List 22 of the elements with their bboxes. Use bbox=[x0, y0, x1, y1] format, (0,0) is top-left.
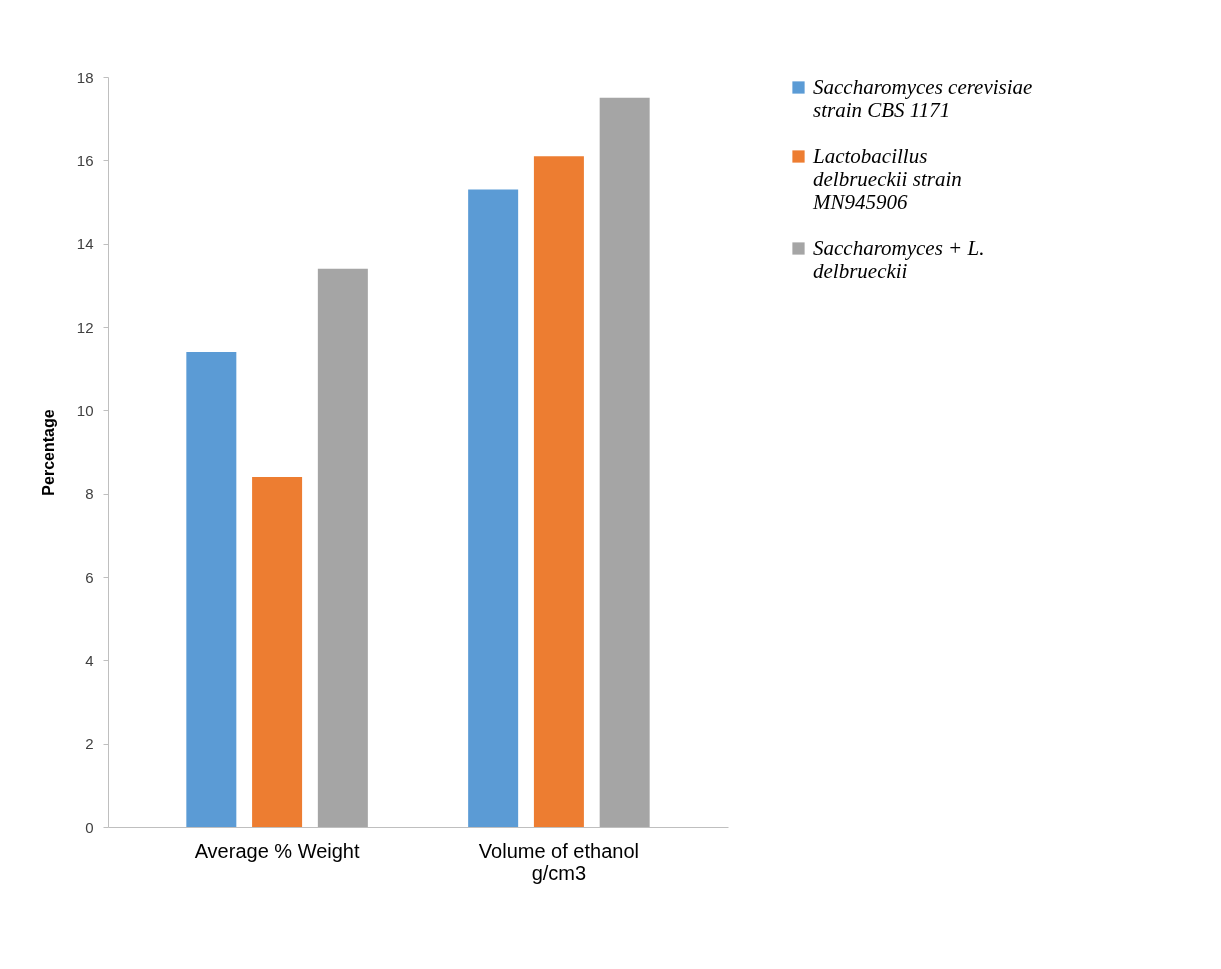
y-tick-label: 0 bbox=[85, 818, 94, 836]
y-tick-label: 4 bbox=[85, 651, 94, 669]
legend-label: Lactobacillus delbrueckii strain MN945906 bbox=[812, 143, 962, 214]
y-axis-title: Percentage bbox=[39, 409, 57, 496]
y-tick-label: 2 bbox=[85, 735, 94, 753]
y-tick-label: 6 bbox=[85, 568, 94, 586]
bar bbox=[252, 477, 303, 827]
bar bbox=[468, 189, 519, 827]
bar bbox=[599, 97, 650, 827]
x-tick-label: Average % Weight bbox=[194, 839, 360, 862]
legend-label: Saccharomyces + L. delbrueckii bbox=[813, 235, 985, 283]
y-tick-label: 12 bbox=[76, 318, 94, 336]
y-tick-label: 16 bbox=[76, 151, 94, 169]
x-tick-label: Volume of ethanol g/cm3 bbox=[478, 839, 639, 884]
y-tick-label: 10 bbox=[76, 401, 94, 419]
y-tick-label: 18 bbox=[76, 68, 94, 86]
bar bbox=[186, 352, 237, 827]
legend-label: Saccharomyces cerevisiae strain CBS 1171 bbox=[813, 74, 1033, 122]
y-tick-label: 8 bbox=[85, 485, 94, 503]
bar bbox=[533, 156, 584, 827]
y-tick-label: 14 bbox=[76, 235, 94, 253]
bar bbox=[317, 268, 368, 827]
